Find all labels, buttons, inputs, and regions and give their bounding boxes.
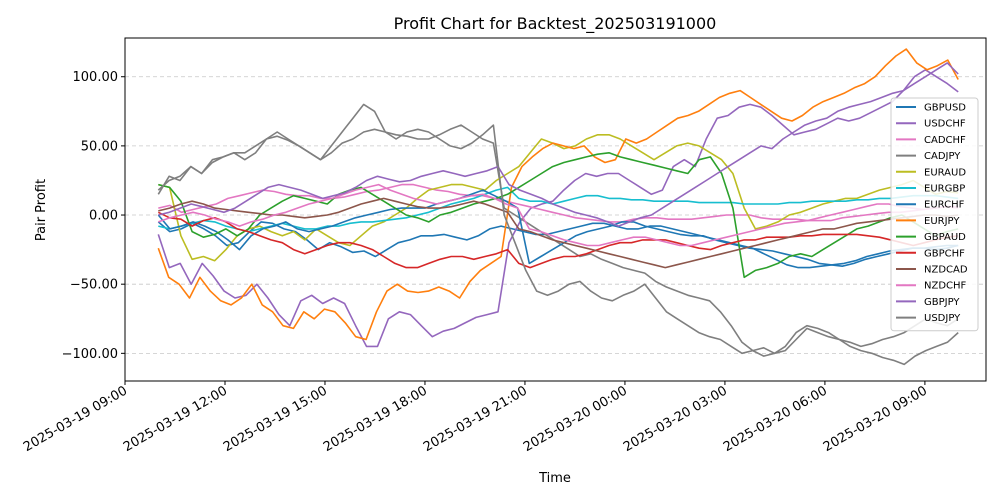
legend-box xyxy=(890,97,979,332)
series-lines xyxy=(157,48,959,366)
y-tick-label: −50.00 xyxy=(70,278,118,293)
chart-title: Profit Chart for Backtest_202503191000 xyxy=(394,14,717,34)
legend-label: EURJPY xyxy=(924,216,960,227)
legend-label: EURGBP xyxy=(924,184,965,195)
series-line-usdchf xyxy=(157,69,959,348)
legend-label: GBPAUD xyxy=(924,232,966,243)
legend-label: CADCHF xyxy=(924,135,966,146)
legend: GBPUSD USDCHF CADCHF CADJPY EURAUD EURGBP EURC… xyxy=(890,97,979,332)
legend-label: NZDCHF xyxy=(924,281,967,292)
series-line-eurchf xyxy=(157,189,959,268)
y-tick-label: 100.00 xyxy=(73,70,119,85)
legend-label: EURCHF xyxy=(924,200,965,211)
legend-label: NZDCAD xyxy=(924,265,968,276)
legend-label: GBPJPY xyxy=(924,297,960,308)
series-line-nzdchf xyxy=(158,183,959,247)
series-line-gbpchf xyxy=(157,211,959,269)
series-line-eurjpy xyxy=(157,48,959,341)
legend-label: EURAUD xyxy=(924,167,966,178)
series-line-nzdcad xyxy=(158,197,959,269)
y-tick-label: −100.00 xyxy=(62,347,118,362)
series-line-euraud xyxy=(158,134,959,262)
series-line-gbpjpy xyxy=(158,62,959,227)
y-tick-label: 50.00 xyxy=(81,139,118,154)
series-line-gbpaud xyxy=(158,152,959,279)
legend-label: USDCHF xyxy=(924,119,966,130)
series-line-gbpusd xyxy=(157,221,959,269)
legend-label: USDJPY xyxy=(924,313,961,324)
legend-label: GBPUSD xyxy=(924,103,966,114)
x-axis-title: Time xyxy=(538,471,571,486)
series-line-cadchf xyxy=(158,183,959,223)
legend-label: GBPCHF xyxy=(924,248,965,259)
plot-frame xyxy=(124,37,987,382)
y-axis-ticks: −100.00 −50.00 0.00 50.00 100.00 xyxy=(62,70,125,362)
y-axis-title: Pair Profit xyxy=(34,179,49,241)
legend-label: CADJPY xyxy=(924,151,961,162)
y-tick-label: 0.00 xyxy=(89,209,118,224)
series-line-usdjpy xyxy=(157,103,959,366)
